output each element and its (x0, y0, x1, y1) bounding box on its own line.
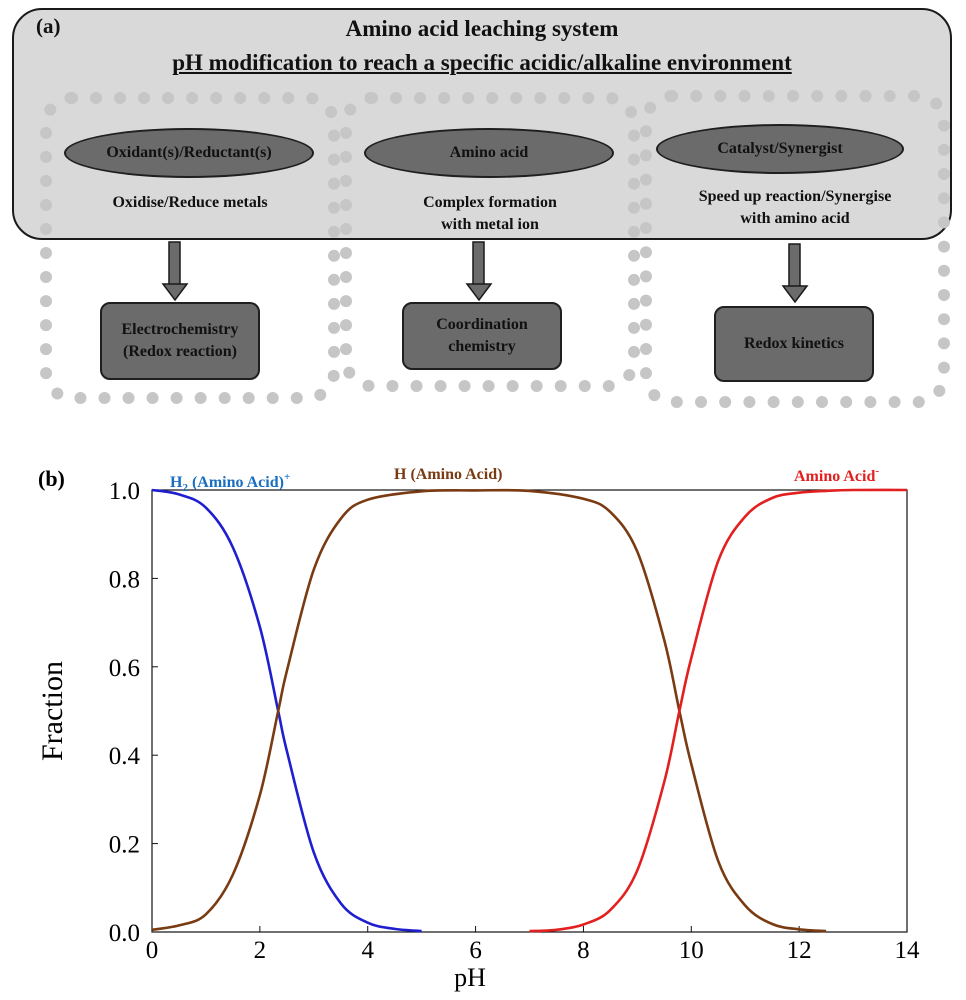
y-axis: 0.0 0.2 0.4 0.6 0.8 1.0 (109, 478, 158, 947)
series-line-2 (529, 488, 908, 933)
series-lines (151, 488, 908, 933)
panel-a-label: (a) (36, 14, 61, 38)
amino-acid-role-line-2: with metal ion (441, 216, 539, 233)
plot-frame (151, 489, 908, 933)
x-tick-label: 0 (146, 937, 159, 964)
oxidant-reductant-label: Oxidant(s)/Reductant(s) (106, 144, 272, 161)
oxidant-role: Oxidise/Reduce metals (50, 192, 330, 214)
electrochemistry-line-1: Electrochemistry (121, 321, 239, 338)
x-tick-label: 12 (787, 937, 812, 964)
system-subtitle: pH modification to reach a specific acid… (172, 50, 792, 75)
series-line-0 (151, 488, 422, 933)
x-tick-label: 14 (895, 937, 921, 964)
system-title: Amino acid leaching system (345, 16, 619, 41)
series-label-h-amino-acid: H (Amino Acid) (394, 466, 502, 483)
electrochemistry-box: Electrochemistry (Redox reaction) (100, 302, 260, 380)
x-tick-label: 10 (679, 937, 704, 964)
y-tick-label: 0.4 (109, 743, 141, 770)
catalyst-role-line-2: with amino acid (740, 210, 850, 227)
series-line-1 (151, 488, 827, 933)
electrochemistry-line-2: (Redox reaction) (123, 343, 237, 360)
catalyst-role-line-1: Speed up reaction/Synergise (698, 188, 892, 205)
coordination-line-1: Coordination (436, 316, 528, 333)
speciation-chart: (b) 0.0 0.2 0.4 0.6 0.8 1.0 0 2 4 6 8 10 12 14 pH Fr… (36, 465, 920, 992)
oxidant-role-line: Oxidise/Reduce metals (112, 194, 268, 211)
redox-kinetics-box: Redox kinetics (714, 306, 874, 382)
coordination-chemistry-box: Coordination chemistry (402, 302, 562, 370)
y-tick-label: 1.0 (109, 478, 140, 505)
x-axis-label: pH (454, 963, 486, 992)
series-label-h2-amino-acid: H2 (Amino Acid)+ (170, 471, 290, 494)
group-amino-acid-outline (340, 92, 640, 392)
x-tick-label: 8 (577, 937, 590, 964)
series-label-amino-acid-anion: Amino Acid- (794, 465, 879, 485)
down-arrow-3 (781, 243, 809, 304)
x-tick-label: 6 (469, 937, 482, 964)
x-axis: 0 2 4 6 8 10 12 14 (146, 926, 920, 964)
amino-acid-ellipse: Amino acid (364, 128, 614, 178)
group-oxidant-outline (40, 92, 340, 404)
y-axis-label: Fraction (36, 661, 69, 761)
y-tick-label: 0.2 (109, 832, 140, 859)
coordination-line-2: chemistry (448, 338, 516, 355)
down-arrow-1 (161, 241, 189, 302)
down-arrow-2 (465, 241, 493, 302)
amino-acid-role-line-1: Complex formation (423, 194, 557, 211)
x-tick-label: 4 (361, 937, 374, 964)
catalyst-role: Speed up reaction/Synergise with amino a… (650, 186, 940, 230)
y-tick-label: 0.6 (109, 655, 140, 682)
amino-acid-role: Complex formation with metal ion (350, 192, 630, 236)
amino-acid-label: Amino acid (449, 144, 529, 161)
redox-kinetics-label: Redox kinetics (744, 335, 844, 352)
y-tick-label: 0.8 (109, 566, 140, 593)
catalyst-synergist-ellipse: Catalyst/Synergist (656, 124, 904, 174)
y-tick-label: 0.0 (109, 920, 140, 947)
group-catalyst-outline (640, 90, 950, 408)
panel-b-label: (b) (38, 466, 65, 491)
catalyst-synergist-label: Catalyst/Synergist (717, 140, 843, 157)
oxidant-reductant-ellipse: Oxidant(s)/Reductant(s) (64, 128, 314, 178)
x-tick-label: 2 (254, 937, 267, 964)
